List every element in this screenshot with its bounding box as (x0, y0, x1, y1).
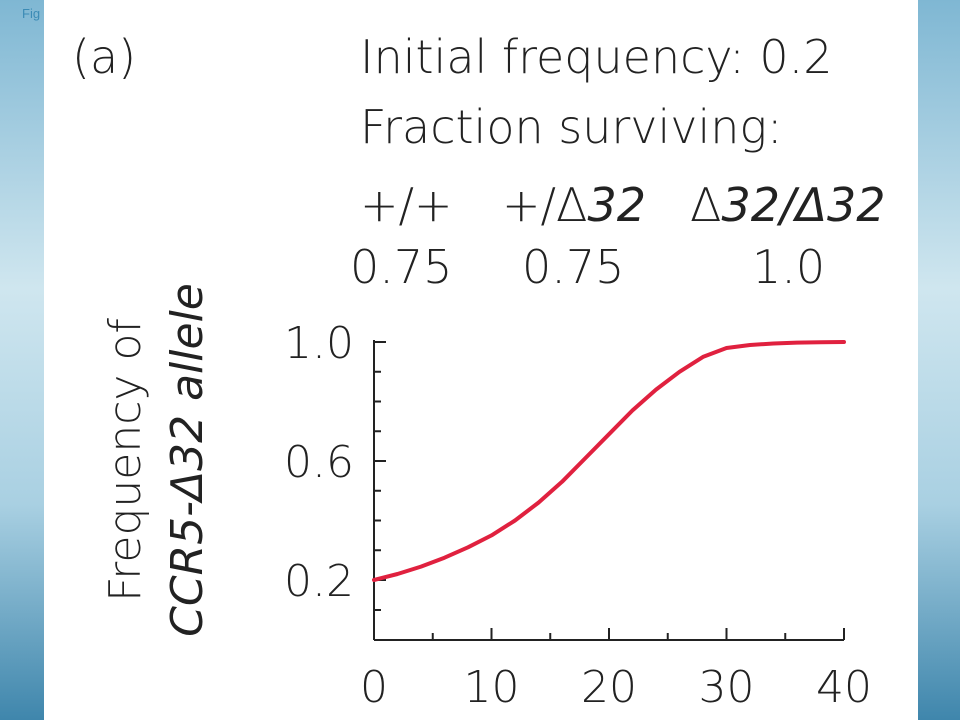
genotype-value-hom: 1.0 (752, 240, 826, 294)
y-axis-label-line1: Frequency of (100, 318, 151, 602)
left-border (0, 0, 44, 720)
y-tick-label: 0.6 (284, 437, 354, 488)
genotype-label-het: +/Δ32 (502, 178, 646, 232)
x-tick-label: 20 (581, 662, 637, 713)
figure-caption: Fig (22, 6, 41, 21)
y-tick-label: 0.2 (284, 556, 354, 607)
fraction-surviving-text: Fraction surviving: (360, 100, 783, 154)
x-tick-label: 40 (816, 662, 872, 713)
genotype-label-text: +/Δ (502, 178, 588, 232)
figure-panel: (a) Initial frequency: 0.2 Fraction surv… (44, 0, 918, 720)
genotype-label-italic: 32 (587, 178, 647, 232)
genotype-label-text: Δ (690, 178, 722, 232)
x-tick-label: 0 (360, 662, 388, 713)
genotype-label-text: +/+ (360, 178, 453, 232)
genotype-value-wild: 0.75 (350, 240, 453, 294)
y-tick-label: 1.0 (284, 318, 354, 369)
x-tick-label: 10 (464, 662, 520, 713)
x-tick-label: 30 (699, 662, 755, 713)
genotype-value-het: 0.75 (522, 240, 625, 294)
right-border (918, 0, 960, 720)
series-line (372, 340, 846, 582)
genotype-label-hom: Δ32/Δ32 (690, 178, 886, 232)
panel-label: (a) (72, 30, 137, 84)
genotype-label-italic: 32/Δ32 (721, 178, 886, 232)
genotype-label-wild: +/+ (360, 178, 453, 232)
y-axis-label-line2: CCR5-Δ32 allele (162, 283, 213, 637)
initial-frequency-text: Initial frequency: 0.2 (360, 30, 833, 84)
